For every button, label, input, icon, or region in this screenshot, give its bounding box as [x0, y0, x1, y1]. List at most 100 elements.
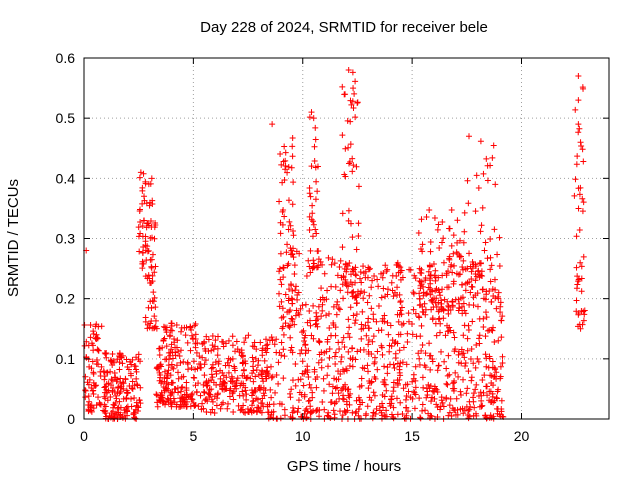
data-point — [335, 305, 342, 312]
data-point — [329, 383, 336, 390]
data-point — [579, 146, 586, 153]
data-point — [267, 363, 274, 370]
data-point — [340, 295, 347, 302]
data-point — [494, 388, 501, 395]
data-point — [296, 389, 303, 396]
data-point — [103, 350, 110, 357]
data-point — [486, 414, 493, 421]
data-point — [295, 397, 302, 404]
data-point — [479, 204, 486, 211]
data-point — [114, 385, 121, 392]
data-point — [380, 378, 387, 385]
data-point — [312, 376, 319, 383]
data-point — [275, 359, 282, 366]
data-point — [488, 380, 495, 387]
data-point — [445, 352, 452, 359]
data-point — [345, 144, 352, 151]
data-point — [312, 124, 319, 131]
data-point — [264, 345, 271, 352]
data-point — [205, 336, 212, 343]
data-point — [419, 401, 426, 408]
data-point — [137, 230, 144, 237]
data-point — [476, 315, 483, 322]
data-point — [82, 373, 89, 380]
data-point — [457, 406, 464, 413]
data-point — [498, 334, 505, 341]
data-point — [328, 261, 335, 268]
data-point — [350, 266, 357, 273]
data-point — [374, 366, 381, 373]
data-point — [148, 175, 155, 182]
data-point — [440, 306, 447, 313]
data-point — [432, 267, 439, 274]
data-point — [163, 324, 170, 331]
data-point — [90, 330, 97, 337]
data-point — [465, 368, 472, 375]
data-point — [423, 213, 430, 220]
data-point — [409, 378, 416, 385]
data-point — [222, 340, 229, 347]
data-point — [250, 378, 257, 385]
data-point — [95, 347, 102, 354]
data-point — [295, 376, 302, 383]
data-point — [480, 389, 487, 396]
data-point — [422, 407, 429, 414]
data-point — [241, 339, 248, 346]
data-point — [343, 398, 350, 405]
data-point — [392, 350, 399, 357]
data-point — [122, 375, 129, 382]
data-point — [469, 318, 476, 325]
data-point — [240, 359, 247, 366]
data-point — [268, 334, 275, 341]
data-point — [410, 375, 417, 382]
data-point — [448, 261, 455, 268]
data-point — [344, 117, 351, 124]
y-tick-label: 0.1 — [56, 351, 76, 367]
data-point — [384, 319, 391, 326]
data-point — [165, 362, 172, 369]
data-point — [117, 411, 124, 418]
data-point — [446, 402, 453, 409]
data-point — [130, 411, 137, 418]
data-point — [447, 306, 454, 313]
data-point — [384, 286, 391, 293]
data-point — [139, 258, 146, 265]
data-point — [93, 336, 100, 343]
data-point — [344, 386, 351, 393]
data-point — [382, 381, 389, 388]
data-point — [268, 394, 275, 401]
data-point — [400, 344, 407, 351]
data-point — [491, 226, 498, 233]
data-point — [368, 397, 375, 404]
data-point — [289, 287, 296, 294]
data-point — [82, 394, 89, 401]
data-point — [190, 374, 197, 381]
data-point — [427, 280, 434, 287]
data-point — [459, 303, 466, 310]
data-point — [404, 408, 411, 415]
data-point — [491, 338, 498, 345]
data-point — [282, 291, 289, 298]
data-point — [477, 389, 484, 396]
data-point — [357, 269, 364, 276]
data-point — [142, 242, 149, 249]
data-point — [305, 347, 312, 354]
data-point — [309, 210, 316, 217]
data-point — [324, 412, 331, 419]
data-point — [439, 239, 446, 246]
data-point — [337, 371, 344, 378]
data-point — [220, 399, 227, 406]
data-point — [361, 289, 368, 296]
data-point — [206, 391, 213, 398]
data-point — [394, 311, 401, 318]
data-point — [480, 323, 487, 330]
data-point — [108, 376, 115, 383]
data-point — [201, 389, 208, 396]
data-point — [144, 321, 151, 328]
data-point — [285, 322, 292, 329]
data-point — [250, 397, 257, 404]
data-point — [399, 410, 406, 417]
data-point — [369, 413, 376, 420]
data-point — [358, 375, 365, 382]
data-point — [449, 269, 456, 276]
